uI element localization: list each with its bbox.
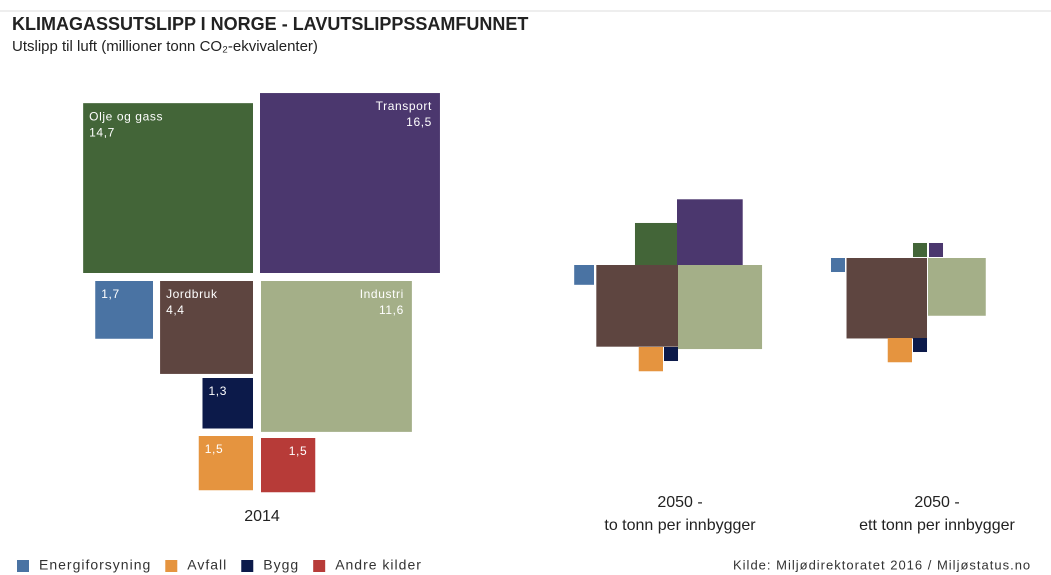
square-value: 16,5 [406,115,432,129]
square-name: Jordbruk [166,287,218,301]
panel-label: 2050 - [914,494,959,511]
square-value: 1,3 [208,384,226,398]
square [912,242,927,257]
square [846,258,927,339]
legend-swatch [241,560,254,572]
legend-label: Andre kilder [335,557,422,573]
source: Kilde: Miljødirektoratet 2016 / Miljøsta… [733,557,1031,572]
square-value: 14,7 [89,125,115,139]
square [830,258,845,273]
square-name: Olje og gass [89,109,163,123]
square [95,281,153,339]
square [261,281,412,432]
square [198,436,253,491]
square-value: 1,5 [289,444,307,458]
square [260,93,440,273]
chart-subtitle: Utslipp til luft (millioner tonn CO₂-ekv… [12,38,318,55]
square-value: 1,7 [101,287,119,301]
square [574,265,594,285]
square-name: Transport [376,99,432,113]
square [202,378,253,429]
legend-label: Energiforsyning [39,557,151,573]
panel-label: ett tonn per innbygger [859,517,1015,534]
square [261,438,316,493]
square [887,338,912,363]
square [928,258,986,316]
square-value: 11,6 [379,303,404,317]
square [596,265,678,347]
square [160,281,253,374]
legend-label: Avfall [187,557,227,573]
square [638,347,663,372]
legend-swatch [313,560,326,572]
square [913,338,928,353]
legend-swatch [17,560,29,572]
square-value: 4,4 [166,303,184,317]
square [664,347,679,362]
panel-label: 2050 - [657,494,702,511]
square [677,199,743,265]
square-value: 1,5 [205,442,223,456]
square [634,222,677,265]
legend-label: Bygg [263,557,299,573]
panel-label: 2014 [244,508,280,525]
square-name: Industri [360,287,404,301]
legend-swatch [165,560,178,572]
square [929,242,944,257]
square [83,103,253,273]
square [678,265,763,350]
chart-title: KLIMAGASSUTSLIPP I NORGE - LAVUTSLIPPSSA… [12,14,528,34]
panel-label: to tonn per innbygger [604,517,756,534]
